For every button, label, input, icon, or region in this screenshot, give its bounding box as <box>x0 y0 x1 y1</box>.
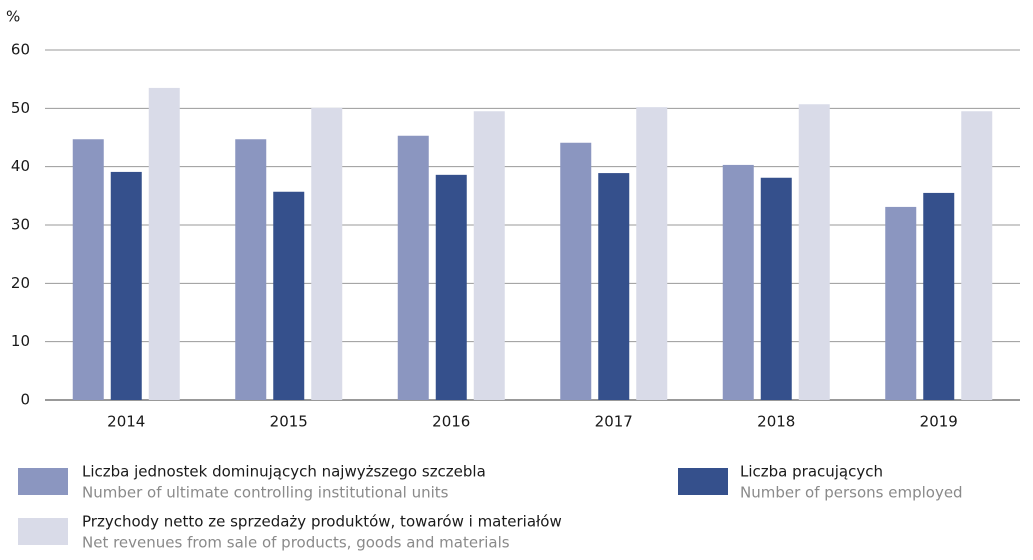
y-tick-label: 60 <box>11 41 30 59</box>
x-tick-label: 2015 <box>270 413 308 431</box>
bar <box>636 107 668 401</box>
bar <box>923 192 955 400</box>
y-tick-label: 0 <box>20 391 30 409</box>
bar <box>722 164 754 400</box>
y-axis-label: % <box>6 8 20 26</box>
legend-label: Liczba jednostek dominujących najwyższeg… <box>82 463 486 481</box>
y-tick-label: 20 <box>11 274 30 292</box>
legend-label: Przychody netto ze sprzedaży produktów, … <box>82 513 562 531</box>
bar <box>311 107 343 400</box>
x-tick-label: 2018 <box>757 413 795 431</box>
legend-label: Liczba pracujących <box>740 463 883 481</box>
legend-swatch <box>678 468 728 495</box>
bar <box>961 111 993 400</box>
bar <box>560 142 592 400</box>
legend-swatch <box>18 468 68 495</box>
y-tick-label: 40 <box>11 157 30 175</box>
bar <box>235 139 267 400</box>
bar <box>148 87 180 401</box>
bar <box>760 177 792 400</box>
x-tick-label: 2016 <box>432 413 470 431</box>
bar <box>110 171 142 400</box>
legend-swatch <box>18 518 68 545</box>
bar <box>598 173 630 400</box>
bar <box>473 111 505 400</box>
y-tick-label: 30 <box>11 216 30 234</box>
bar <box>273 191 305 400</box>
x-tick-label: 2019 <box>920 413 958 431</box>
x-tick-label: 2014 <box>107 413 145 431</box>
bar <box>435 174 467 400</box>
bar <box>397 135 429 400</box>
bar <box>885 206 917 400</box>
legend-label-en: Number of ultimate controlling instituti… <box>82 484 449 502</box>
x-tick-label: 2017 <box>595 413 633 431</box>
bar <box>72 139 104 400</box>
y-tick-label: 10 <box>11 332 30 350</box>
legend-label-en: Number of persons employed <box>740 484 963 502</box>
legend-label-en: Net revenues from sale of products, good… <box>82 534 510 552</box>
bar <box>798 104 830 400</box>
y-tick-label: 50 <box>11 99 30 117</box>
